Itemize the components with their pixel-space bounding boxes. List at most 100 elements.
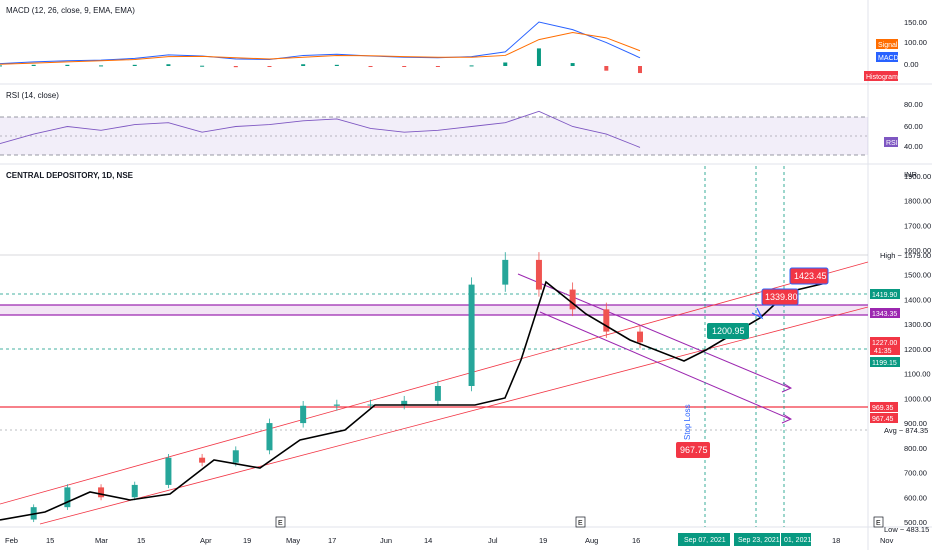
last-price-text: 1227.00: [872, 340, 897, 347]
price-tick: 1600.00: [904, 246, 931, 255]
histogram-bar: [604, 66, 609, 71]
time-tick: Apr: [200, 536, 212, 545]
histogram-bar: [536, 48, 541, 66]
macd-tick: 100.00: [904, 38, 927, 47]
avg-label: Avg − 874.35: [884, 426, 928, 435]
h1-badge-text: 969.35: [872, 405, 894, 412]
price-tick: 1400.00: [904, 295, 931, 304]
main-title: CENTRAL DEPOSITORY, 1D, NSE: [6, 171, 134, 180]
candle-body: [131, 484, 138, 498]
price-tick: 1900.00: [904, 172, 931, 181]
time-tick: 17: [328, 536, 336, 545]
macd-histogram: [0, 48, 642, 74]
price-tick: 600.00: [904, 493, 927, 502]
time-tick: 19: [539, 536, 547, 545]
stop-loss-label-text: 967.75: [680, 445, 708, 455]
histogram-bar: [166, 64, 171, 66]
target-label-2-text: 1339.80: [765, 292, 798, 302]
histogram-bar: [570, 63, 575, 66]
histogram-bar: [31, 64, 36, 66]
price-tick: 700.00: [904, 469, 927, 478]
rsi-band: [0, 117, 868, 155]
high-label: High − 1579.00: [880, 251, 931, 260]
price-tick: 500.00: [904, 518, 927, 527]
macd-badge: [876, 52, 898, 62]
last-price-badge: [870, 337, 900, 355]
h2-badge: [870, 413, 898, 423]
time-tick: Nov: [880, 536, 894, 545]
histogram-bar: [402, 66, 407, 67]
histogram-bar: [267, 66, 272, 67]
earnings-marker[interactable]: [575, 516, 586, 528]
candle-body: [401, 400, 408, 405]
candle-body: [569, 289, 576, 310]
rsi-line: [0, 110, 641, 148]
earnings-marker-label: E: [278, 520, 283, 527]
rsi-tick: 80.00: [904, 100, 923, 109]
time-tick: Aug: [585, 536, 598, 545]
rsi-title: RSI (14, close): [6, 91, 59, 100]
projection-arrow: [751, 307, 764, 320]
date-box-oct01-text: 01, 2021: [784, 537, 811, 544]
candle-body: [165, 457, 172, 485]
signal-badge-label: Signal: [878, 42, 898, 49]
earnings-marker[interactable]: [275, 516, 286, 528]
macd-title: MACD (12, 26, close, 9, EMA, EMA): [6, 6, 135, 15]
candle-body: [64, 487, 71, 508]
resistance-zone: [0, 305, 868, 315]
histogram-bar: [334, 64, 339, 66]
s1-badge: [870, 357, 900, 367]
h2-badge-text: 967.45: [872, 416, 894, 423]
price-tick: 1500.00: [904, 271, 931, 280]
macd-badge-label: MACD: [878, 55, 899, 62]
candle-body: [502, 259, 509, 285]
target-label-1: [707, 323, 749, 339]
histogram-bar: [301, 64, 306, 66]
price-tick: 800.00: [904, 444, 927, 453]
candle-body: [637, 331, 643, 343]
earnings-marker[interactable]: [873, 516, 884, 528]
target-label-1-text: 1200.95: [712, 326, 745, 336]
candle-body: [232, 450, 239, 463]
macd-lines: [0, 21, 641, 65]
r1-badge-text: 1419.90: [872, 292, 897, 299]
rsi-tick: 40.00: [904, 142, 923, 151]
signal-line: [0, 32, 641, 65]
stop-loss-text: Stop Loss: [683, 404, 692, 440]
price-ticks: 1900.00 1800.00 1700.00 1600.00 1500.00 1400.…: [904, 172, 931, 527]
macd-tick: 150.00: [904, 18, 927, 27]
desc-channel-lower-arrow: [781, 413, 793, 424]
last-price-countdown: 41:35: [874, 348, 892, 355]
time-tick: Jul: [488, 536, 498, 545]
time-tick: Mar: [95, 536, 108, 545]
rsi-badge: [884, 137, 898, 147]
desc-channel-upper-arrow: [781, 382, 793, 393]
histogram-badge-label: Histogram: [866, 74, 898, 81]
price-tick: 1200.00: [904, 345, 931, 354]
rsi-tick: 60.00: [904, 122, 923, 131]
projection-path: [0, 280, 827, 521]
histogram-bar: [469, 65, 474, 67]
price-tick: 1800.00: [904, 197, 931, 206]
candle-body: [300, 405, 307, 424]
price-tick: 1700.00: [904, 221, 931, 230]
s1-badge-text: 1199.15: [872, 360, 897, 367]
low-label: Low − 483.15: [884, 525, 929, 534]
currency-label: INR: [904, 170, 918, 179]
rsi-line-group: [0, 110, 641, 148]
signal-badge: [876, 39, 898, 49]
rsi-badge-label: RSI: [886, 140, 898, 147]
time-tick: 15: [137, 536, 145, 545]
histogram-bar: [233, 66, 238, 68]
candle-body: [199, 457, 206, 463]
histogram-bar: [65, 64, 70, 66]
time-tick: 14: [424, 536, 432, 545]
histogram-bar: [368, 66, 373, 67]
r2-badge: [870, 308, 900, 318]
date-box-oct01: [781, 533, 811, 546]
candle-body: [603, 309, 610, 332]
earnings-marker-label: E: [876, 520, 881, 527]
histogram-bar: [99, 65, 104, 67]
date-box-sep07-text: Sep 07, 2021: [684, 537, 726, 544]
